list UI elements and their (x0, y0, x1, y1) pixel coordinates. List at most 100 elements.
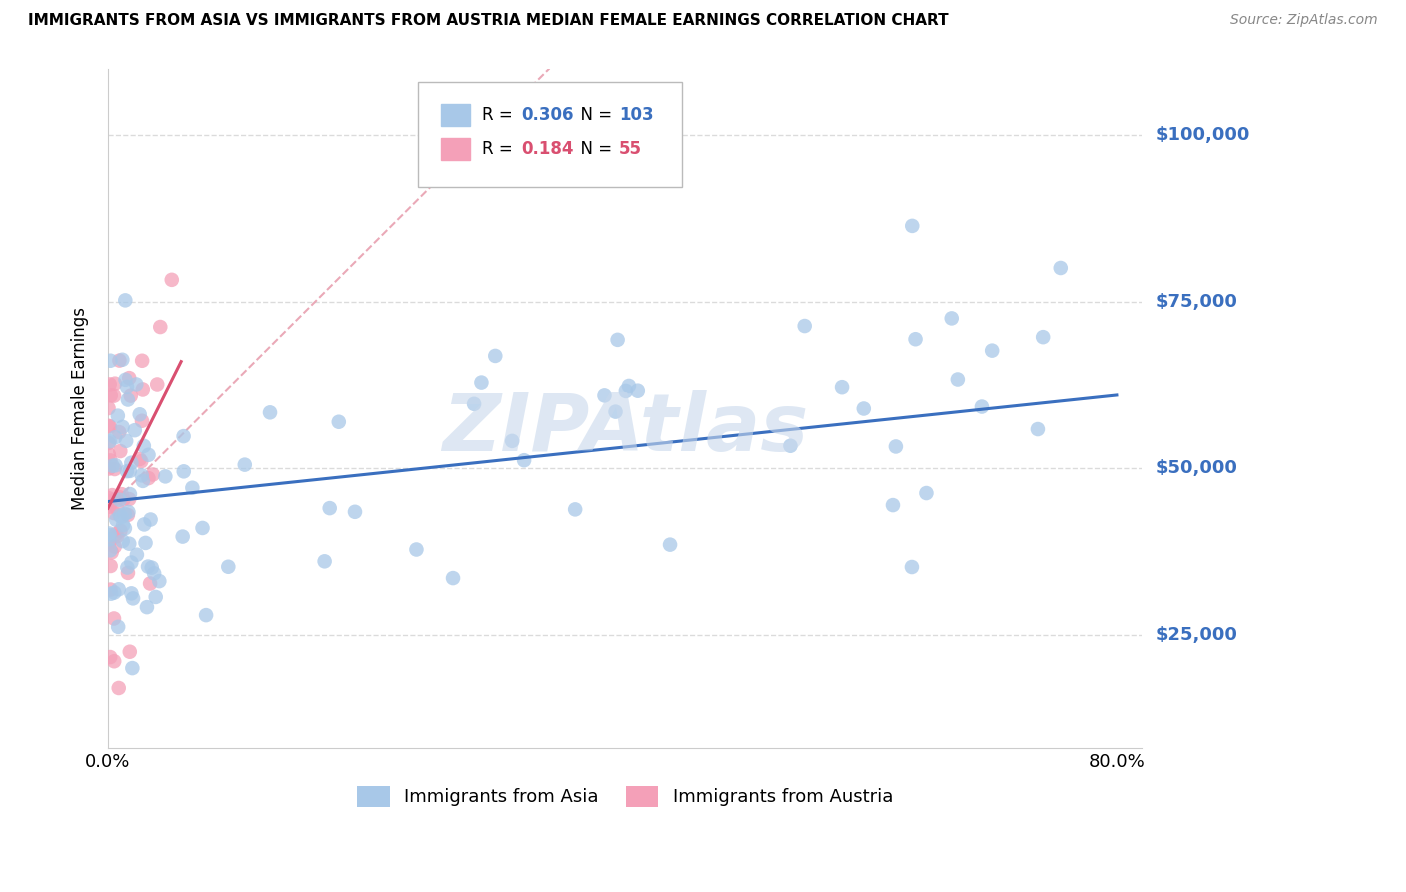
Point (107, 409, 129, 423)
Point (134, 517, 156, 532)
Point (884, 440, 907, 454)
Text: $75,000: $75,000 (1156, 293, 1237, 310)
Text: $25,000: $25,000 (1156, 626, 1237, 644)
Point (145, 590, 167, 604)
Point (319, 501, 342, 516)
Point (882, 498, 904, 512)
Point (100, 453, 122, 467)
Point (217, 559, 239, 574)
Point (100, 388, 122, 402)
Point (627, 384, 650, 398)
Point (129, 454, 152, 468)
Y-axis label: Median Female Earnings: Median Female Earnings (72, 307, 89, 509)
Point (104, 430, 127, 444)
Point (104, 540, 127, 554)
Point (195, 608, 218, 623)
Point (132, 439, 155, 453)
Point (901, 219, 924, 233)
Point (605, 404, 627, 418)
Point (105, 529, 128, 543)
Point (852, 401, 875, 416)
Point (122, 591, 145, 606)
Point (970, 400, 993, 414)
Point (120, 586, 142, 600)
Point (125, 377, 148, 392)
Point (138, 448, 160, 462)
Point (98, 543, 121, 558)
Point (100, 353, 122, 368)
Point (131, 468, 153, 483)
Point (97, 436, 120, 450)
Point (136, 600, 159, 615)
Point (125, 548, 148, 562)
Point (120, 456, 142, 470)
Point (112, 518, 135, 533)
Point (108, 492, 131, 507)
Text: 0.306: 0.306 (522, 106, 574, 124)
Point (110, 524, 132, 538)
Point (135, 536, 157, 550)
Point (97, 494, 120, 508)
Point (101, 458, 124, 473)
Point (1049, 260, 1071, 275)
Point (108, 508, 131, 523)
Point (139, 576, 162, 591)
Point (143, 566, 166, 581)
Point (904, 332, 927, 346)
Point (172, 530, 194, 544)
Text: R =: R = (482, 140, 519, 158)
Point (981, 343, 1004, 358)
Point (463, 397, 485, 411)
Point (97, 401, 120, 415)
Point (470, 376, 492, 390)
Point (136, 559, 159, 574)
Point (98, 535, 121, 549)
Point (100, 545, 122, 559)
Point (128, 452, 150, 467)
Point (114, 521, 136, 535)
Point (659, 538, 682, 552)
Point (110, 444, 132, 458)
Point (173, 429, 195, 443)
Point (100, 587, 122, 601)
Point (831, 380, 853, 394)
Point (405, 542, 427, 557)
Point (138, 471, 160, 485)
Text: 103: 103 (619, 106, 654, 124)
Point (128, 407, 150, 421)
Point (148, 574, 170, 588)
Point (98, 377, 121, 392)
Point (173, 464, 195, 478)
Text: 55: 55 (619, 140, 643, 158)
Point (98, 434, 121, 449)
Point (115, 434, 138, 448)
Point (107, 502, 129, 516)
Point (118, 464, 141, 478)
Point (105, 513, 128, 527)
Point (115, 464, 138, 478)
Point (97, 491, 120, 505)
Point (1032, 330, 1054, 344)
Point (181, 481, 204, 495)
Point (259, 405, 281, 419)
Legend: Immigrants from Asia, Immigrants from Austria: Immigrants from Asia, Immigrants from Au… (350, 779, 900, 814)
Text: Source: ZipAtlas.com: Source: ZipAtlas.com (1230, 13, 1378, 28)
Point (111, 352, 134, 367)
Point (108, 425, 131, 439)
Point (191, 521, 214, 535)
Bar (441, 103, 470, 126)
Point (114, 507, 136, 521)
Point (593, 388, 616, 402)
Point (114, 373, 136, 387)
Point (155, 469, 177, 483)
Point (104, 458, 127, 473)
Point (118, 537, 141, 551)
Point (98, 500, 121, 514)
Point (112, 492, 135, 507)
Point (343, 505, 366, 519)
Point (124, 423, 146, 437)
Point (108, 491, 131, 505)
Point (132, 474, 155, 488)
Point (104, 462, 127, 476)
Point (98, 526, 121, 541)
